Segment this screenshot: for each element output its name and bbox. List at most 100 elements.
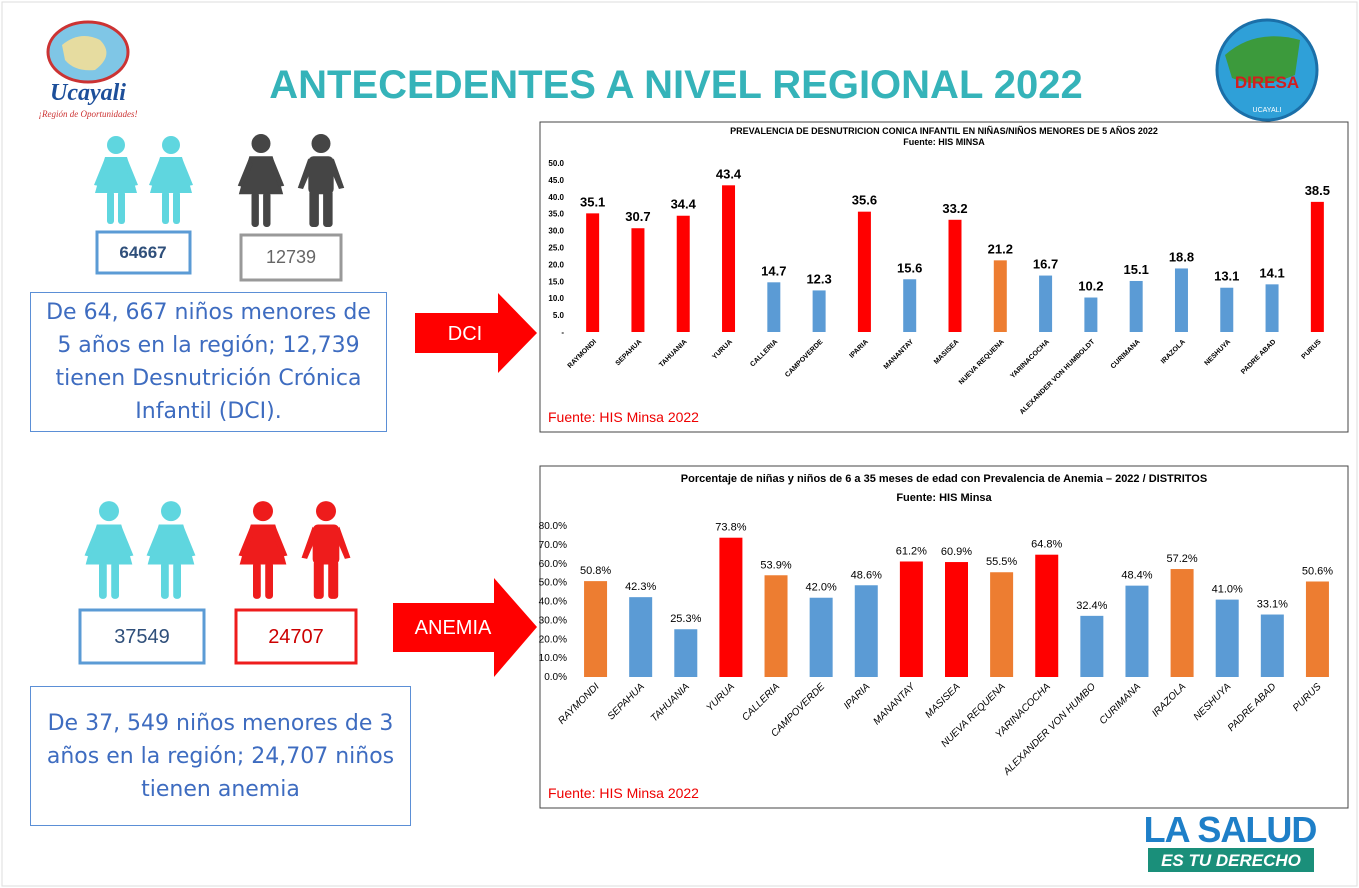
data-label: 42.0%	[806, 582, 837, 594]
count-total: 37549	[114, 626, 170, 648]
y-tick-label: 60.0%	[539, 559, 567, 570]
bar	[854, 585, 878, 677]
bar	[809, 597, 833, 677]
bar	[903, 279, 917, 332]
bar	[1215, 599, 1239, 677]
bar	[629, 597, 653, 677]
data-label: 57.2%	[1166, 553, 1197, 565]
child-icon	[84, 501, 134, 599]
data-label: 61.2%	[896, 545, 927, 557]
y-tick-label: 40.0	[548, 193, 564, 202]
child-icon	[237, 134, 285, 227]
chart-frame	[539, 121, 1349, 433]
data-label: 41.0%	[1212, 584, 1243, 596]
data-label: 48.6%	[851, 569, 882, 581]
data-label: 43.4	[716, 166, 742, 181]
bar	[993, 260, 1007, 332]
bar	[1305, 581, 1329, 677]
y-tick-label: 25.0	[548, 244, 564, 253]
y-tick-label: 35.0	[548, 210, 564, 219]
chart-note: Fuente: HIS Minsa 2022	[548, 409, 699, 425]
data-label: 12.3	[806, 271, 831, 286]
arrow	[393, 578, 537, 677]
slide-title: ANTECEDENTES A NIVEL REGIONAL 2022	[269, 63, 1083, 107]
chart-title: Porcentaje de niñas y niños de 6 a 35 me…	[681, 473, 1207, 485]
count-box	[78, 608, 206, 665]
logo-map	[62, 36, 107, 71]
y-tick-label: 0.0%	[544, 672, 567, 683]
data-label: 64.8%	[1031, 539, 1062, 551]
y-tick-label: 50.0%	[539, 578, 567, 589]
bar	[586, 213, 600, 332]
data-label: 50.6%	[1302, 565, 1333, 577]
y-tick-label: 80.0%	[539, 521, 567, 532]
data-label: 14.1	[1259, 265, 1284, 280]
child-icon	[301, 501, 351, 599]
bar	[1084, 297, 1098, 332]
y-tick-label: 15.0	[548, 277, 564, 286]
bar	[1170, 569, 1194, 677]
logo-name: Ucayali	[50, 80, 126, 106]
arrow-label: ANEMIA	[415, 617, 492, 639]
data-label: 16.7	[1033, 257, 1058, 272]
data-label: 32.4%	[1076, 600, 1107, 612]
child-icon	[238, 501, 288, 599]
bar	[1310, 201, 1324, 332]
bar	[674, 629, 698, 677]
data-label: 50.8%	[580, 565, 611, 577]
y-tick-label: 20.0	[548, 260, 564, 269]
count-box	[239, 233, 343, 282]
description: De 37, 549 niños menores de 3 años en la…	[30, 686, 411, 826]
y-tick-label: 10.0	[548, 294, 564, 303]
bar	[631, 228, 645, 332]
arrow	[415, 293, 537, 373]
data-label: 15.6	[897, 260, 922, 275]
bar	[812, 290, 826, 332]
count-affected: 12739	[266, 247, 316, 267]
count-affected: 24707	[268, 626, 324, 648]
data-label: 13.1	[1214, 269, 1239, 284]
bar	[945, 562, 968, 677]
bar	[857, 211, 871, 332]
footer-band	[1148, 848, 1314, 872]
count-box	[234, 608, 358, 665]
data-label: 15.1	[1124, 262, 1149, 277]
y-tick-label: 30.0	[548, 227, 564, 236]
data-label: 60.9%	[941, 546, 972, 558]
data-label: 53.9%	[760, 559, 791, 571]
chart-subtitle: Fuente: HIS Minsa	[896, 492, 992, 504]
data-label: 48.4%	[1121, 570, 1152, 582]
bar	[1260, 614, 1284, 677]
y-tick-label: -	[561, 328, 564, 337]
y-tick-label: 5.0	[553, 311, 565, 320]
data-label: 34.4	[671, 197, 697, 212]
data-label: 14.7	[761, 263, 786, 278]
y-tick-label: 45.0	[548, 176, 564, 185]
bar	[1174, 268, 1188, 332]
data-label: 42.3%	[625, 581, 656, 593]
bar	[1035, 554, 1059, 677]
data-label: 73.8%	[715, 522, 746, 534]
child-icon	[149, 136, 193, 224]
data-label: 30.7	[625, 209, 650, 224]
bar	[1265, 284, 1279, 332]
count-total: 64667	[119, 243, 166, 262]
chart-subtitle: Fuente: HIS MINSA	[903, 137, 985, 147]
child-icon	[146, 501, 196, 599]
data-label: 55.5%	[986, 556, 1017, 568]
y-tick-label: 10.0%	[539, 653, 567, 664]
data-label: 35.1	[580, 194, 605, 209]
bar	[948, 219, 962, 332]
y-tick-label: 70.0%	[539, 540, 567, 551]
data-label: 25.3%	[670, 613, 701, 625]
bar	[584, 581, 608, 677]
y-tick-label: 50.0	[548, 159, 564, 168]
bar	[722, 185, 736, 332]
diresa-name: DIRESA	[1235, 73, 1299, 92]
diresa-map	[1225, 36, 1300, 84]
chart-title: PREVALENCIA DE DESNUTRICION CONICA INFAN…	[730, 126, 1158, 136]
chart-note: Fuente: HIS Minsa 2022	[548, 785, 699, 801]
y-tick-label: 30.0%	[539, 615, 567, 626]
